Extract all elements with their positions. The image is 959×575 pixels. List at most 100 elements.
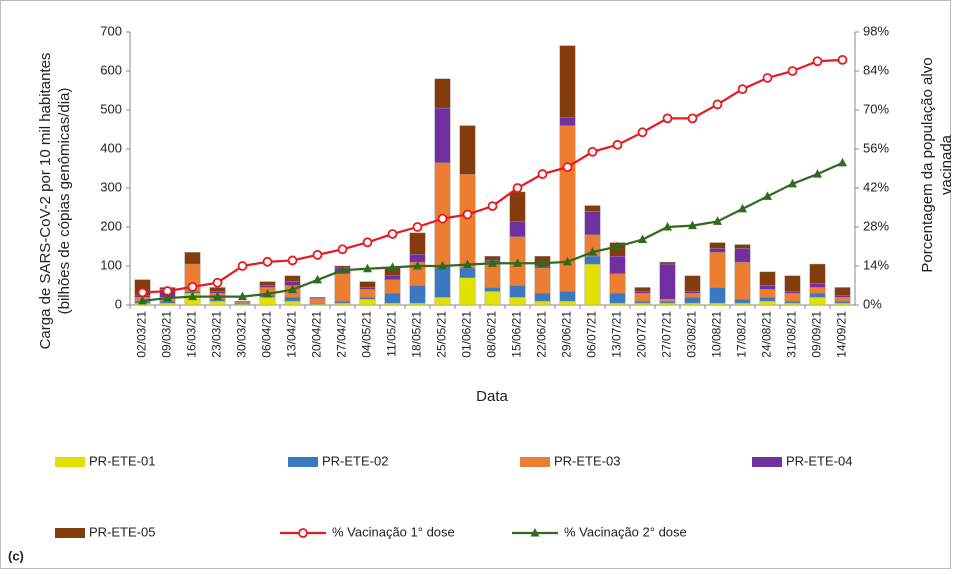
bar-segment — [460, 268, 476, 278]
x-tick-label: 10/08/21 — [710, 311, 724, 358]
line-marker — [214, 279, 222, 287]
bar-segment — [435, 297, 451, 305]
bar-segment — [460, 278, 476, 305]
bar-segment — [710, 303, 726, 305]
bar-segment — [835, 301, 851, 303]
y-tick-label: 0 — [115, 296, 122, 311]
bar-segment — [410, 286, 426, 304]
bar-segment — [685, 303, 701, 305]
bar-segment — [385, 293, 401, 303]
bar-segment — [560, 301, 576, 305]
x-tick-label: 13/07/21 — [610, 311, 624, 358]
legend-label: PR-ETE-03 — [554, 453, 620, 468]
bar-segment — [410, 254, 426, 262]
y-tick-label: 300 — [100, 179, 122, 194]
y-axis-title: (bilhões de cópias genômicas/dia) — [56, 88, 73, 315]
x-tick-label: 22/06/21 — [535, 311, 549, 358]
x-tick-label: 09/09/21 — [810, 311, 824, 358]
bar-segment — [435, 108, 451, 163]
bar-segment — [535, 301, 551, 305]
line-marker — [414, 223, 422, 231]
line-marker — [339, 245, 347, 253]
legend-label: PR-ETE-05 — [89, 524, 155, 539]
bar-segment — [810, 264, 826, 284]
bar-segment — [260, 297, 276, 305]
y2-tick-label: 42% — [863, 179, 889, 194]
bar-segment — [785, 293, 801, 301]
bar-segment — [510, 221, 526, 237]
bar-segment — [760, 301, 776, 305]
bar-segment — [560, 118, 576, 126]
bar-segment — [735, 299, 751, 303]
bar-segment — [835, 297, 851, 301]
bar-segment — [210, 287, 226, 291]
line-marker — [514, 184, 522, 192]
x-tick-label: 04/05/21 — [360, 311, 374, 358]
bar-segment — [335, 274, 351, 301]
bar-segment — [510, 286, 526, 298]
y-axis-title: Carga de SARS-CoV-2 por 10 mil habitante… — [37, 53, 54, 350]
bar-segment — [385, 303, 401, 305]
bar-segment — [710, 248, 726, 252]
bar-segment — [285, 276, 301, 282]
bar-segment — [585, 256, 601, 264]
x-tick-label: 01/06/21 — [460, 311, 474, 358]
line-marker — [464, 210, 472, 218]
bar-segment — [760, 289, 776, 297]
bar-segment — [485, 287, 501, 291]
y2-axis-title: Porcentagem da população alvo — [919, 57, 936, 272]
bar-segment — [685, 291, 701, 293]
x-tick-label: 29/06/21 — [560, 311, 574, 358]
legend-label: % Vacinação 2° dose — [564, 524, 687, 539]
legend-swatch — [752, 457, 782, 467]
bar-segment — [785, 303, 801, 305]
x-tick-label: 11/05/21 — [385, 311, 399, 357]
y-tick-label: 200 — [100, 218, 122, 233]
bar-segment — [635, 301, 651, 303]
x-tick-label: 13/04/21 — [285, 311, 299, 358]
bar-segment — [385, 276, 401, 280]
bar-segment — [460, 126, 476, 175]
bar-segment — [260, 282, 276, 286]
x-tick-label: 30/03/21 — [235, 311, 249, 358]
line-marker — [739, 85, 747, 93]
bar-segment — [585, 211, 601, 234]
y-tick-label: 400 — [100, 140, 122, 155]
line-marker — [314, 251, 322, 259]
y2-tick-label: 28% — [863, 218, 889, 233]
bar-segment — [160, 303, 176, 305]
bar-segment — [635, 291, 651, 293]
bar-segment — [785, 276, 801, 292]
line-marker — [564, 163, 572, 171]
y2-tick-label: 0% — [863, 296, 882, 311]
x-tick-label: 24/08/21 — [760, 311, 774, 358]
bar-segment — [585, 206, 601, 212]
x-tick-label: 16/03/21 — [185, 311, 199, 358]
bar-segment — [735, 245, 751, 249]
y2-tick-label: 98% — [863, 23, 889, 38]
bar-segment — [810, 293, 826, 297]
bar-segment — [560, 46, 576, 118]
x-tick-label: 20/04/21 — [310, 311, 324, 358]
line-marker — [764, 74, 772, 82]
y-tick-label: 700 — [100, 23, 122, 38]
bar-segment — [635, 287, 651, 291]
bar-segment — [585, 264, 601, 305]
y2-tick-label: 84% — [863, 62, 889, 77]
line-marker — [714, 100, 722, 108]
y-tick-label: 100 — [100, 257, 122, 272]
bar-segment — [435, 79, 451, 108]
line-marker — [664, 114, 672, 122]
x-tick-label: 09/03/21 — [160, 311, 174, 358]
bar-segment — [410, 233, 426, 254]
line-marker — [639, 128, 647, 136]
panel-label: (c) — [8, 548, 24, 563]
bar-segment — [735, 262, 751, 299]
x-axis-title: Data — [476, 388, 508, 405]
bar-segment — [260, 286, 276, 288]
x-tick-label: 02/03/21 — [135, 311, 149, 358]
y2-tick-label: 56% — [863, 140, 889, 155]
x-tick-label: 06/04/21 — [260, 311, 274, 358]
y2-axis-title: vacinada — [938, 134, 955, 195]
bar-segment — [335, 301, 351, 303]
